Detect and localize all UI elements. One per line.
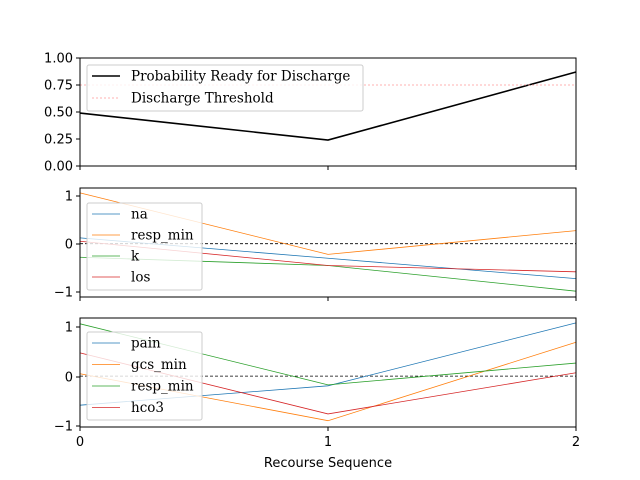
y-tick-label: 0 [65,371,73,386]
x-axis-label: Recourse Sequence [264,456,392,471]
legend: pain gcs_min resp_min hco3 [86,331,203,421]
y-tick-label: 0.50 [44,106,73,121]
legend-box [86,331,203,421]
legend-label: Discharge Threshold [131,91,274,107]
y-tick-label: 0.00 [44,160,73,175]
legend-label: na [131,207,148,223]
y-tick-label: 0.25 [44,133,73,148]
y-tick-label: 1 [65,321,73,336]
y-tick-label: 0.75 [44,79,73,94]
x-tick-label: 0 [76,435,84,450]
x-tick-label: 2 [572,435,580,450]
legend-label: resp_min [131,379,194,395]
legend-label: los [131,270,150,286]
legend-label: k [131,249,140,265]
y-tick-label: −1 [54,420,73,435]
legend: Probability Ready for Discharge Discharge… [86,64,364,112]
y-tick-label: 1 [65,190,73,205]
y-tick-label: −1 [54,286,73,301]
x-tick-label: 1 [324,435,332,450]
legend-label: resp_min [131,228,194,244]
legend-label: hco3 [131,400,164,416]
y-tick-label: 0 [65,238,73,253]
legend-label: pain [131,336,161,352]
series-line-probability-ready-for-discharge [79,71,577,141]
legend-box [86,64,364,112]
y-tick-label: 1.00 [44,52,73,67]
probability-panel: 0.00 0.25 0.50 0.75 1.00 Probability Ready fo… [44,52,577,175]
legend-label: Probability Ready for Discharge [131,69,350,85]
legend-box [86,202,203,291]
legend-label: gcs_min [131,357,187,373]
